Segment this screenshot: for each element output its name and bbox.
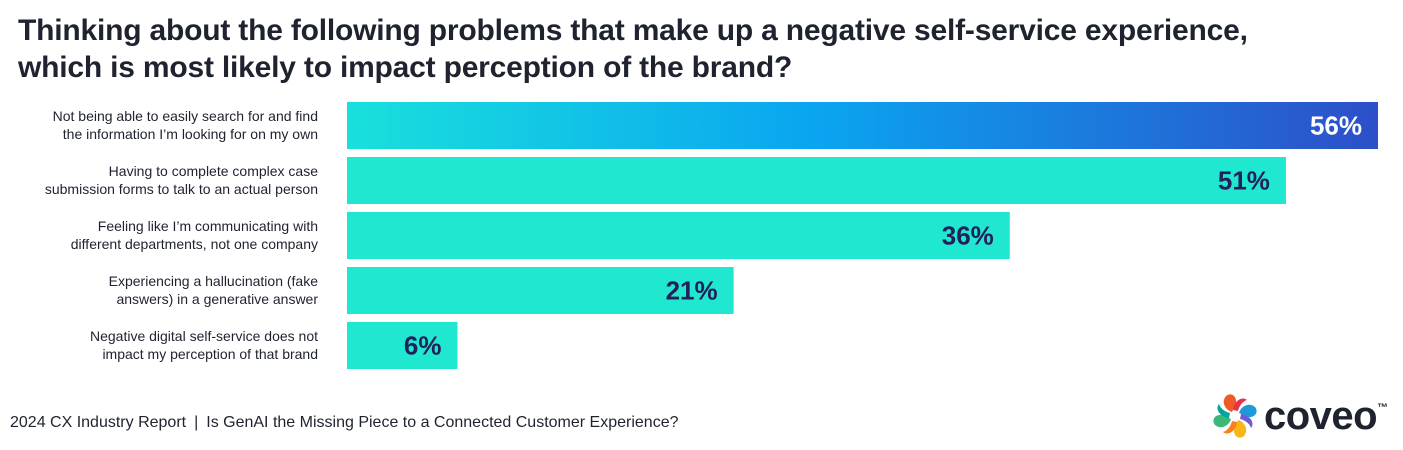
bar-chart: 56% Not being able to easily search for a… xyxy=(45,102,1378,369)
logo-wordmark: coveo xyxy=(1264,394,1378,438)
chart-title: Thinking about the following problems th… xyxy=(18,12,1378,86)
value-label-2: 51% xyxy=(1218,166,1270,196)
category-label-4: Experiencing a hallucination (fake answer… xyxy=(109,273,319,307)
category-label-1-line-2: the information I’m looking for on my ow… xyxy=(63,126,318,142)
category-label-2: Having to complete complex case submissio… xyxy=(45,163,318,197)
bar-1 xyxy=(347,102,1378,149)
chart-title-line-2: which is most likely to impact perceptio… xyxy=(18,51,793,84)
value-label-3: 36% xyxy=(942,221,994,251)
category-label-5: Negative digital self-service does not im… xyxy=(90,328,318,362)
chart-title-line-1: Thinking about the following problems th… xyxy=(18,14,1248,47)
value-label-5: 6% xyxy=(404,331,442,361)
bar-5 xyxy=(347,322,458,369)
logo-trademark: ™ xyxy=(1377,402,1389,414)
footer-report-name: 2024 CX Industry Report xyxy=(10,414,187,431)
category-label-1: Not being able to easily search for and … xyxy=(53,108,318,142)
category-label-2-line-1: Having to complete complex case xyxy=(109,163,319,179)
category-label-3-line-1: Feeling like I’m communicating with xyxy=(98,218,318,234)
footer: 2024 CX Industry Report | Is GenAI the Mis… xyxy=(10,414,679,432)
value-label-4: 21% xyxy=(666,276,718,306)
category-label-4-line-1: Experiencing a hallucination (fake xyxy=(109,273,319,289)
category-label-5-line-2: impact my perception of that brand xyxy=(102,346,318,362)
value-label-1: 56% xyxy=(1310,111,1362,141)
category-label-3-line-2: different departments, not one company xyxy=(71,236,318,252)
category-label-2-line-2: submission forms to talk to an actual pe… xyxy=(45,181,318,197)
bar-4 xyxy=(347,267,734,314)
coveo-logo: coveo ™ xyxy=(1212,392,1388,440)
footer-report-subtitle: Is GenAI the Missing Piece to a Connecte… xyxy=(206,414,679,431)
footer-separator: | xyxy=(194,414,199,431)
category-label-4-line-2: answers) in a generative answer xyxy=(116,291,318,307)
bar-3 xyxy=(347,212,1010,259)
bar-2 xyxy=(347,157,1286,204)
coveo-logo-icon xyxy=(1213,394,1257,438)
category-label-3: Feeling like I’m communicating with diffe… xyxy=(71,218,318,252)
category-label-5-line-1: Negative digital self-service does not xyxy=(90,328,318,344)
category-label-1-line-1: Not being able to easily search for and … xyxy=(53,108,318,124)
